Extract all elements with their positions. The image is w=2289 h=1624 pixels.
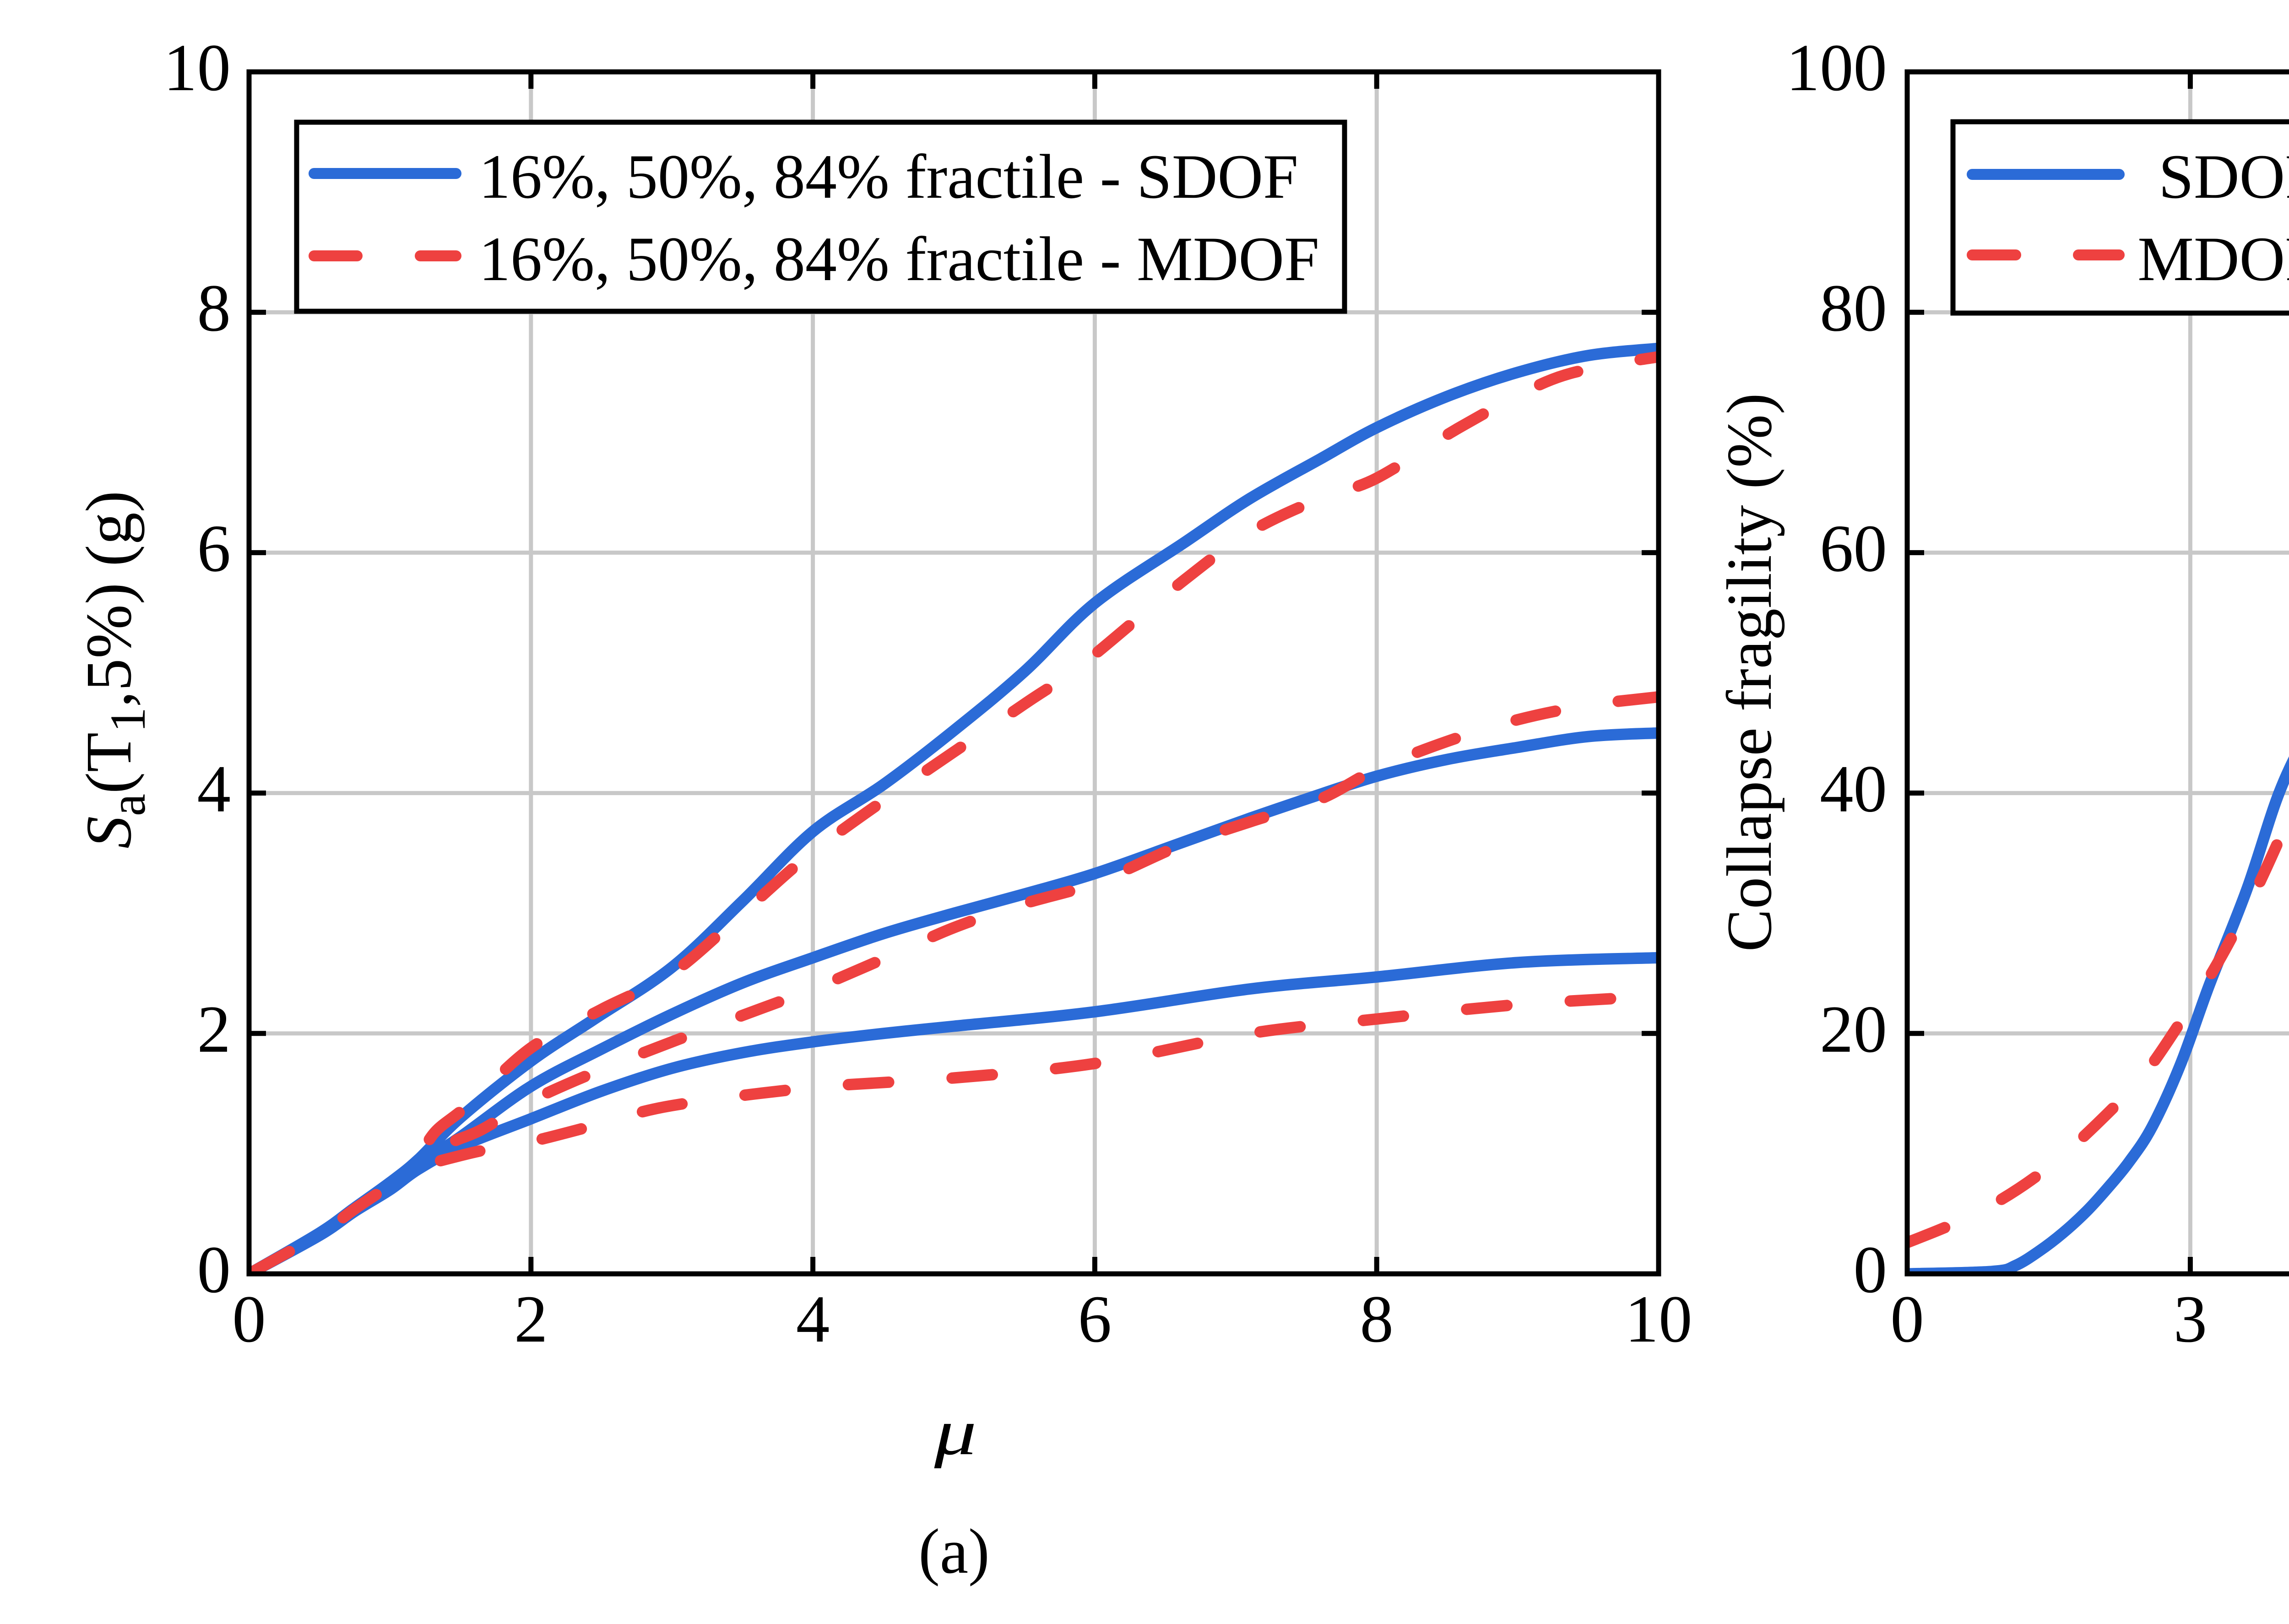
svg-text:0: 0 xyxy=(232,1282,266,1356)
svg-text:10: 10 xyxy=(1625,1282,1692,1356)
svg-text:20: 20 xyxy=(1820,992,1887,1066)
svg-text:6: 6 xyxy=(1078,1282,1112,1356)
svg-text:2: 2 xyxy=(514,1282,548,1356)
svg-text:(a): (a) xyxy=(918,1516,989,1587)
svg-text:3: 3 xyxy=(2174,1282,2208,1356)
svg-text:0: 0 xyxy=(1854,1232,1888,1307)
svg-text:16%, 50%, 84% fractile - MDOF: 16%, 50%, 84% fractile - MDOF xyxy=(479,224,1319,294)
svg-text:MDOF: MDOF xyxy=(2137,224,2289,294)
svg-text:Sa(T1,5%) (g): Sa(T1,5%) (g) xyxy=(72,491,156,849)
svg-text:16%, 50%, 84% fractile - SDOF: 16%, 50%, 84% fractile - SDOF xyxy=(479,141,1298,211)
svg-text:80: 80 xyxy=(1820,271,1887,345)
svg-text:8: 8 xyxy=(197,271,231,345)
svg-text:0: 0 xyxy=(1890,1282,1924,1356)
svg-text:4: 4 xyxy=(796,1282,830,1356)
svg-text:Collapse fragility (%): Collapse fragility (%) xyxy=(1714,393,1785,952)
svg-text:6: 6 xyxy=(197,511,231,585)
svg-text:4: 4 xyxy=(197,752,231,826)
svg-text:2: 2 xyxy=(197,992,231,1066)
svg-text:μ: μ xyxy=(934,1396,977,1468)
svg-text:100: 100 xyxy=(1786,30,1888,105)
svg-text:60: 60 xyxy=(1820,511,1887,585)
svg-text:40: 40 xyxy=(1820,752,1887,826)
svg-text:10: 10 xyxy=(163,30,231,105)
svg-text:0: 0 xyxy=(197,1232,231,1307)
svg-text:8: 8 xyxy=(1360,1282,1394,1356)
svg-text:SDOF: SDOF xyxy=(2159,141,2289,211)
